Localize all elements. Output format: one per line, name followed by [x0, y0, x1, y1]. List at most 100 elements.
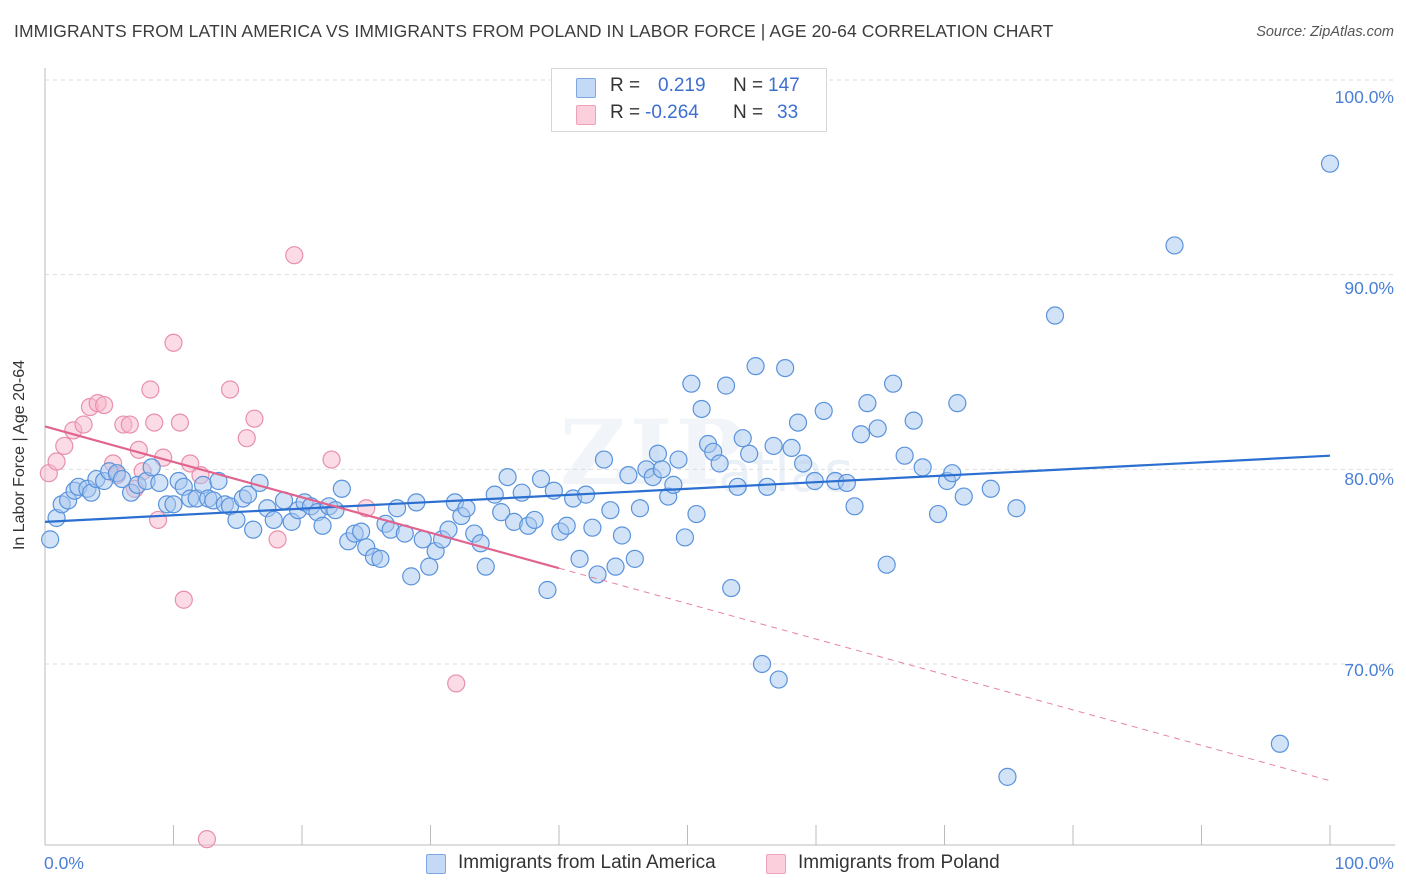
data-point	[612, 526, 632, 545]
legend-label: Immigrants from Poland	[798, 852, 1000, 873]
data-point	[794, 454, 813, 473]
legend-n-value: 147	[768, 75, 800, 96]
data-point	[648, 444, 668, 463]
data-point	[954, 487, 973, 506]
data-point	[457, 499, 476, 518]
data-point	[447, 674, 466, 693]
legend-r-label: R =	[610, 75, 641, 96]
data-point	[588, 565, 607, 584]
data-point	[492, 503, 511, 522]
trend-line-poland	[44, 425, 560, 570]
legend-swatch-blue	[426, 854, 446, 874]
grid-lines	[45, 79, 1395, 665]
data-point	[606, 557, 625, 576]
trend-lines	[44, 425, 1331, 782]
data-point	[1165, 236, 1184, 255]
x-tick-label: 0.0%	[44, 853, 84, 873]
data-point	[928, 504, 948, 524]
data-point	[332, 479, 351, 498]
series-poland-points	[39, 246, 466, 849]
data-point	[209, 471, 228, 491]
data-point	[814, 401, 833, 421]
data-point	[1045, 306, 1065, 325]
data-point	[764, 436, 783, 456]
stats-legend: R = 0.219 N = 147 R = -0.264 N = 33	[551, 68, 827, 132]
data-point	[570, 549, 589, 568]
data-point	[95, 395, 114, 415]
legend-r-label: R =	[610, 102, 641, 123]
data-point	[877, 555, 896, 574]
data-point	[164, 495, 183, 514]
data-point	[352, 522, 371, 541]
data-point	[142, 458, 161, 477]
data-point	[170, 413, 190, 432]
data-point	[227, 510, 246, 530]
x-tick-label: 100.0%	[1334, 853, 1394, 873]
data-point	[858, 394, 877, 413]
legend-swatch-blue	[576, 78, 596, 98]
chart-title: IMMIGRANTS FROM LATIN AMERICA VS IMMIGRA…	[14, 21, 1054, 41]
data-point	[733, 429, 752, 448]
data-point	[883, 374, 903, 393]
data-point	[74, 415, 93, 434]
data-point	[776, 358, 795, 378]
legend-r-value: -0.264	[645, 102, 699, 123]
data-point	[164, 333, 183, 352]
data-point	[625, 549, 644, 568]
chart-source: Source: ZipAtlas.com	[1256, 24, 1394, 40]
data-point	[197, 830, 217, 849]
data-point	[47, 452, 66, 471]
data-point	[782, 438, 801, 458]
data-point	[538, 580, 557, 600]
data-point	[601, 501, 620, 520]
data-point	[244, 520, 263, 539]
data-point	[895, 446, 914, 465]
data-point	[55, 436, 74, 456]
data-point	[769, 670, 788, 689]
data-point	[145, 413, 164, 432]
data-point	[998, 767, 1017, 786]
data-point	[371, 549, 390, 568]
data-point	[675, 528, 695, 547]
legend-r-value: 0.219	[658, 75, 706, 96]
data-point	[245, 409, 264, 428]
data-point	[268, 530, 287, 549]
y-axis-label: In Labor Force | Age 20-64	[11, 359, 28, 551]
data-point	[752, 654, 772, 674]
data-point	[692, 399, 711, 419]
data-point	[1007, 499, 1026, 518]
data-point	[148, 510, 168, 530]
data-point	[687, 504, 706, 524]
data-point	[904, 411, 923, 430]
data-point	[420, 557, 439, 576]
data-point	[525, 510, 544, 530]
data-point	[652, 460, 671, 479]
data-point	[716, 376, 736, 395]
data-point	[710, 454, 729, 473]
legend-label: Immigrants from Latin America	[458, 852, 716, 873]
trend-line-latin-america	[44, 454, 1331, 523]
data-point	[868, 419, 887, 438]
data-point	[630, 499, 650, 518]
data-point	[682, 374, 701, 393]
data-point	[619, 466, 638, 485]
y-tick-label: 90.0%	[1344, 278, 1394, 298]
data-point	[722, 578, 741, 598]
legend-swatch-pink	[766, 854, 786, 874]
data-point	[594, 450, 614, 469]
data-point	[669, 450, 688, 469]
data-point	[357, 499, 376, 518]
data-point	[41, 530, 60, 549]
y-tick-label: 80.0%	[1344, 469, 1394, 489]
data-point	[174, 590, 193, 609]
data-point	[981, 479, 1000, 498]
y-tick-label: 100.0%	[1334, 87, 1394, 107]
data-point	[387, 499, 407, 518]
data-point	[746, 357, 765, 376]
data-point	[141, 380, 160, 399]
legend-n-label: N =	[733, 75, 764, 96]
axes	[44, 68, 1395, 846]
data-point	[322, 450, 341, 469]
data-point	[1320, 154, 1340, 173]
